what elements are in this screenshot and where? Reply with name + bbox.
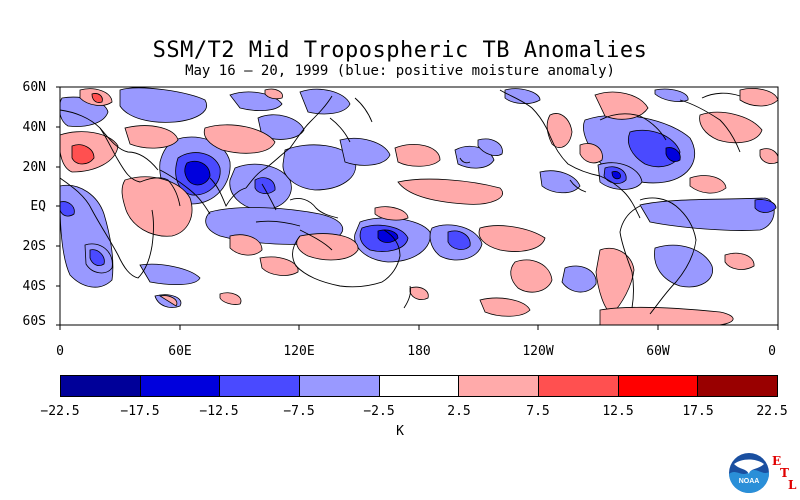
scale-label: −12.5 xyxy=(199,404,239,419)
color-scale-box-4 xyxy=(379,376,460,396)
color-scale-box-1 xyxy=(140,376,221,396)
color-scale-box-5 xyxy=(459,376,540,396)
lon-label-120e: 120E xyxy=(283,344,315,359)
lon-label-60w: 60W xyxy=(646,344,670,359)
scale-label: −2.5 xyxy=(363,404,395,419)
color-scale-box-3 xyxy=(300,376,380,396)
color-scale-bar xyxy=(60,375,778,397)
scale-label: 7.5 xyxy=(526,404,550,419)
lon-label-0: 0 xyxy=(56,344,64,359)
logo-letter: L xyxy=(788,478,797,492)
lat-label-20s: 20S xyxy=(22,239,46,254)
lon-label-180: 180 xyxy=(407,344,431,359)
scale-label: −7.5 xyxy=(283,404,315,419)
red-anomaly-cores xyxy=(71,93,103,165)
lat-label-60s: 60S xyxy=(22,314,46,329)
lat-label-60n: 60N xyxy=(22,80,46,95)
svg-text:NOAA: NOAA xyxy=(739,478,760,485)
logo-letter: E xyxy=(772,454,782,468)
coastlines xyxy=(60,89,741,315)
lat-label-40s: 40S xyxy=(22,279,46,294)
light-red-anomaly-regions xyxy=(60,88,778,325)
color-scale-box-6 xyxy=(539,376,619,396)
color-scale-box-8 xyxy=(698,376,778,396)
axis-ticks xyxy=(56,86,779,330)
scale-label: 12.5 xyxy=(602,404,634,419)
lon-label-120w: 120W xyxy=(522,344,554,359)
lat-label-eq: EQ xyxy=(30,199,46,214)
unit-label: K xyxy=(396,424,404,439)
logo-letter: T xyxy=(780,466,789,480)
lon-label-0-east: 0 xyxy=(768,344,776,359)
color-scale-box-2 xyxy=(220,376,301,396)
color-scale-box-7 xyxy=(618,376,699,396)
scale-label: −22.5 xyxy=(40,404,80,419)
scale-label: −17.5 xyxy=(120,404,160,419)
deep-blue-anomaly-centers xyxy=(184,147,681,243)
scale-label: 22.5 xyxy=(756,404,788,419)
color-scale-box-0 xyxy=(61,376,141,396)
lon-label-60e: 60E xyxy=(168,344,192,359)
scale-label: 17.5 xyxy=(682,404,714,419)
lat-label-20n: 20N xyxy=(22,160,46,175)
chart-subtitle: May 16 – 20, 1999 (blue: positive moistu… xyxy=(185,63,615,79)
chart-title: SSM/T2 Mid Tropospheric TB Anomalies xyxy=(152,38,648,63)
lat-label-40n: 40N xyxy=(22,120,46,135)
scale-label: 2.5 xyxy=(447,404,471,419)
noaa-logo: NOAA xyxy=(729,453,770,494)
